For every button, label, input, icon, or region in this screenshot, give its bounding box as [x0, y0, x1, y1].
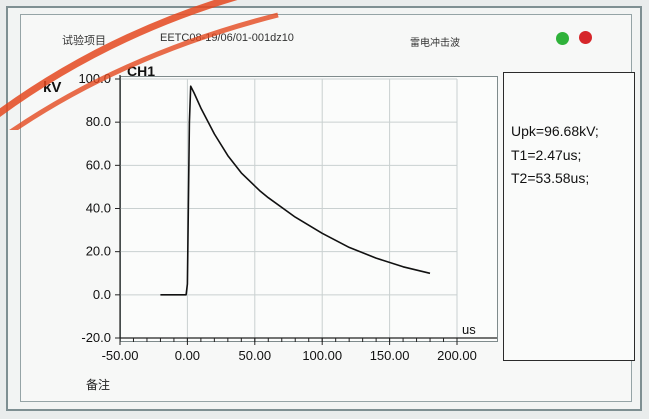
- y-tick-label-2: 60.0: [86, 157, 111, 172]
- y-tick-label-5: 0.0: [93, 287, 111, 302]
- result-upk: Upk=96.68kV;: [511, 123, 599, 139]
- waveform-type: 雷电冲击波: [410, 38, 460, 49]
- channel-label: CH1: [127, 63, 155, 79]
- y-axis-label: kV: [43, 79, 61, 96]
- results-panel: Upk=96.68kV; T1=2.47us; T2=53.58us;: [503, 72, 635, 361]
- y-tick-label-0: 100.0: [78, 71, 111, 86]
- x-tick-label-4: 150.00: [370, 348, 410, 363]
- result-t1: T1=2.47us;: [511, 147, 582, 163]
- x-axis-label: us: [462, 322, 476, 337]
- x-tick-label-1: 0.00: [175, 348, 200, 363]
- x-tick-label-3: 100.00: [302, 348, 342, 363]
- y-tick-label-1: 80.0: [86, 114, 111, 129]
- remark-label: 备注: [86, 378, 111, 392]
- status-indicator-red: [579, 31, 592, 44]
- x-tick-label-5: 200.00: [437, 348, 477, 363]
- x-tick-label-0: -50.00: [102, 348, 139, 363]
- status-indicator-green: [556, 32, 569, 45]
- x-tick-label-2: 50.00: [239, 348, 272, 363]
- y-tick-label-4: 20.0: [86, 244, 111, 259]
- waveform-series-0: [160, 85, 431, 296]
- result-t2: T2=53.58us;: [511, 170, 590, 186]
- y-tick-label-3: 40.0: [86, 201, 111, 216]
- y-tick-label-6: -20.0: [81, 330, 111, 345]
